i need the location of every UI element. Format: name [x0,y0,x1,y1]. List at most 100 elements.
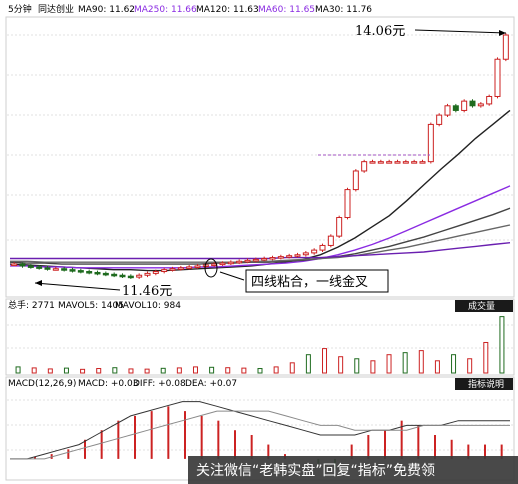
macd-title: MACD(12,26,9) [8,379,76,389]
header-stock: 同达创业 [38,3,74,15]
high-price-arrowhead [499,30,506,36]
candle-body-51 [436,114,443,125]
ma-line-ma90 [9,207,511,265]
candle-body-5 [52,268,59,271]
candle-body-38 [327,235,334,246]
watermark-text: 关注微信“老韩实盘”回复“指标”免费领 [196,463,436,479]
volume-mavol5: MAVOL5: 1405 [58,301,124,311]
candle-body-35 [302,252,309,256]
volume-button-label: 成交量 [468,300,495,312]
candle-body-32 [277,256,284,259]
header-ma60: MA60: 11.65 [258,5,315,15]
candle-body-43 [369,161,376,164]
candle-body-36 [311,249,318,254]
diff-value: DIFF: +0.08 [133,379,186,389]
volume-bar-26 [434,360,440,374]
volume-bar-23 [386,354,392,374]
volume-bar-5 [96,368,102,374]
ma-line-ma250 [10,242,511,260]
candle-body-6 [61,268,68,271]
watermark-background [188,456,518,484]
dea-value: DEA: +0.07 [185,379,237,389]
high-price-label: 14.06元 [355,24,405,39]
candle-body-28 [244,259,251,263]
candle-body-1 [19,263,26,267]
volume-bar-13 [225,367,231,374]
candle-body-0 [11,263,18,267]
low-price-arrow [34,282,121,291]
candle-body-17 [152,271,159,274]
volume-bar-25 [418,350,424,374]
volume-panel [5,298,515,376]
volume-bar-9 [160,367,166,374]
volume-bar-14 [241,367,247,374]
volume-mavol10: MAVOL10: 984 [115,301,181,311]
candle-body-37 [319,244,326,251]
candle-body-23 [202,264,209,267]
candle-body-15 [136,274,143,278]
header-ma120: MA120: 11.63 [196,5,259,15]
candle-body-31 [269,257,276,260]
candle-body-59 [502,34,509,60]
candle-body-54 [461,100,468,111]
volume-bar-17 [289,362,295,374]
volume-bar-30 [499,316,505,374]
high-price-arrow [414,29,507,34]
volume-bar-4 [80,368,86,374]
candle-body-50 [427,123,434,163]
candle-body-40 [344,189,351,219]
candle-body-29 [252,258,259,262]
macd-value: MACD: +0.03 [78,379,138,389]
volume-title: 总手: 2771 [8,299,55,311]
candle-body-33 [286,255,293,258]
volume-bar-15 [257,368,263,374]
candle-body-7 [69,269,76,272]
header-ma30: MA30: 11.76 [315,5,372,15]
volume-bar-27 [451,354,457,374]
candle-body-25 [219,262,226,266]
candle-body-49 [419,161,426,164]
volume-bar-10 [176,367,182,374]
moving-average-lines [9,109,511,272]
volume-bar-3 [63,367,69,374]
volume-bar-7 [128,368,134,374]
price-panel [5,16,515,298]
indicator-help-label: 指标说明 [468,378,504,390]
candle-body-53 [452,105,459,111]
ma-line-ma60 [10,185,511,269]
candle-body-18 [161,269,168,273]
candle-body-52 [444,105,451,116]
candle-body-57 [486,95,493,105]
candle-body-3 [36,266,43,269]
volume-bar-24 [402,352,408,374]
candle-body-21 [186,266,193,269]
candle-body-9 [86,271,93,274]
candle-body-4 [44,267,51,270]
macd-chart [10,401,510,469]
low-price-label: 11.46元 [122,284,172,299]
candle-body-42 [361,161,368,172]
candle-body-58 [494,58,501,97]
volume-bar-21 [354,358,360,374]
volume-bar-19 [322,348,328,374]
candle-body-56 [477,103,484,107]
candle-body-55 [469,100,476,107]
candle-body-44 [377,161,384,164]
candle-body-24 [211,263,218,267]
candle-body-27 [236,260,243,264]
candlesticks [11,33,509,279]
volume-bar-12 [209,366,215,374]
volume-bar-18 [305,354,311,374]
volume-bar-0 [15,366,21,374]
candle-body-8 [77,270,84,273]
indicator-help-button[interactable] [455,378,513,390]
note-box [245,269,389,293]
candle-body-46 [394,161,401,164]
candle-body-12 [111,273,118,277]
volume-bars [15,316,505,374]
candle-body-34 [294,254,301,257]
volume-button[interactable] [455,300,513,312]
candle-body-47 [402,161,409,164]
golden-cross-circle [204,258,218,278]
volume-bar-6 [112,367,118,374]
